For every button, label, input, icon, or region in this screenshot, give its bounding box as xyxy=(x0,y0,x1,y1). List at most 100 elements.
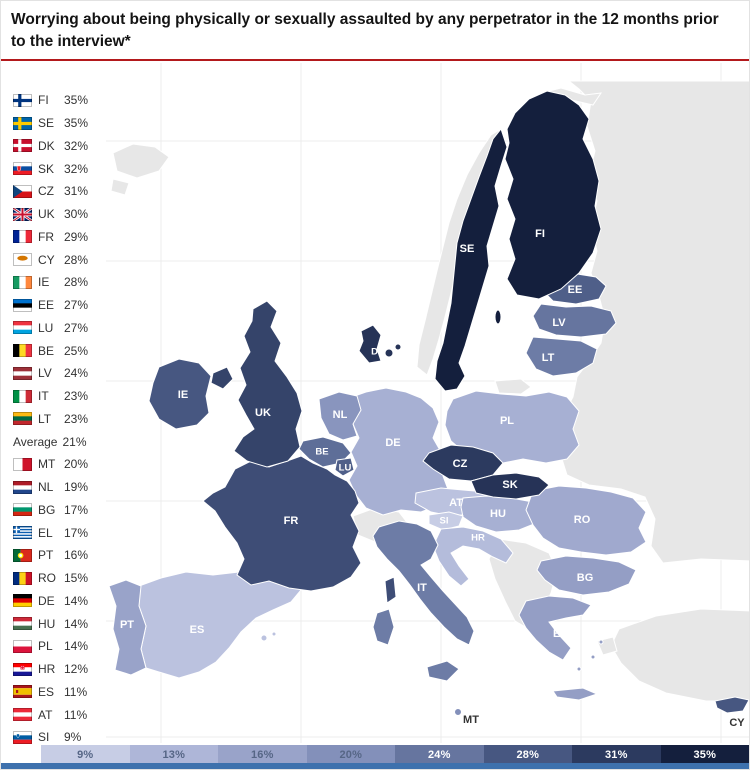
country-si[interactable] xyxy=(428,511,464,531)
country-dk-zealand[interactable] xyxy=(384,348,394,358)
country-el[interactable] xyxy=(518,595,592,661)
country-value-label: 17% xyxy=(64,525,89,540)
country-pl[interactable] xyxy=(444,390,580,464)
country-code-label: CY xyxy=(38,252,55,267)
map-label-lt: LT xyxy=(542,352,555,364)
country-se[interactable] xyxy=(434,127,508,392)
country-ranking-list: FI 35% SE 35% DK 32% SK 32% CZ 31% UK 30… xyxy=(12,89,123,749)
ranking-row: CY 28% xyxy=(13,248,123,271)
country-ie[interactable] xyxy=(148,358,212,430)
map-label-it: IT xyxy=(417,582,427,594)
ranking-row: CZ 31% xyxy=(13,180,123,203)
country-code-label: Average xyxy=(13,434,58,449)
flag-icon-lv xyxy=(13,366,32,381)
country-fi[interactable] xyxy=(504,90,602,300)
country-value-label: 23% xyxy=(64,411,89,426)
map-label-lv: LV xyxy=(552,317,566,329)
flag-icon-be xyxy=(13,344,33,358)
country-es-balearic-2[interactable] xyxy=(271,631,277,637)
country-it[interactable] xyxy=(372,520,475,646)
country-bg[interactable] xyxy=(536,555,637,596)
country-lv[interactable] xyxy=(532,303,617,338)
country-mt[interactable] xyxy=(454,708,462,716)
country-uk[interactable] xyxy=(233,300,303,468)
country-it-sicily[interactable] xyxy=(426,660,460,682)
country-se-gotland[interactable] xyxy=(494,309,502,325)
map-label-lu: LU xyxy=(339,463,352,474)
country-code-label: ES xyxy=(38,684,55,699)
flag-icon-pt xyxy=(13,548,32,562)
country-value-label: 24% xyxy=(64,366,89,381)
country-value-label: 14% xyxy=(64,616,89,631)
country-sk[interactable] xyxy=(470,472,550,500)
non-eu-landmass xyxy=(110,80,749,702)
country-value-label: 32% xyxy=(64,138,89,153)
map-label-at: AT xyxy=(449,497,463,509)
country-uk-northern-ireland[interactable] xyxy=(210,366,234,390)
ranking-row: MT 20% xyxy=(13,453,123,476)
country-value-label: 9% xyxy=(64,730,82,745)
legend-segment-9: 9% xyxy=(41,745,130,764)
country-dk-funen[interactable] xyxy=(394,343,402,351)
country-code-label: CZ xyxy=(38,184,54,199)
flag-icon-mt xyxy=(13,457,33,471)
flag-icon-at xyxy=(13,708,32,722)
country-value-label: 21% xyxy=(62,434,87,449)
ranking-row: EL 17% xyxy=(13,521,123,544)
country-el-island-1[interactable] xyxy=(598,639,604,645)
country-code-label: BE xyxy=(38,343,55,358)
country-fr-corsica[interactable] xyxy=(384,576,397,604)
country-es-balearic-1[interactable] xyxy=(260,634,268,642)
ranking-row: FR 29% xyxy=(13,226,123,249)
country-code-label: SE xyxy=(38,116,55,131)
map-label-ie: IE xyxy=(178,389,188,401)
flag-icon-bg xyxy=(13,503,32,517)
country-code-label: NL xyxy=(38,480,54,495)
country-lt[interactable] xyxy=(525,336,598,377)
eu-countries xyxy=(108,90,749,716)
country-pt[interactable] xyxy=(108,579,147,676)
country-value-label: 28% xyxy=(64,252,89,267)
country-value-label: 15% xyxy=(64,571,89,586)
flag-icon-cy xyxy=(13,253,32,267)
flag-icon-si xyxy=(13,730,32,745)
country-it-sardinia[interactable] xyxy=(372,608,395,646)
flag-icon-de xyxy=(13,594,32,608)
country-value-label: 30% xyxy=(64,207,89,222)
flag-icon-ie xyxy=(13,275,33,289)
country-ro[interactable] xyxy=(525,485,647,556)
country-lu[interactable] xyxy=(334,457,355,477)
flag-icon-ee xyxy=(13,298,32,312)
flag-icon-dk xyxy=(13,139,32,153)
map-label-cy: CY xyxy=(729,717,745,729)
country-value-label: 29% xyxy=(64,229,89,244)
ranking-row: DE 14% xyxy=(13,590,123,613)
ranking-row: IE 28% xyxy=(13,271,123,294)
flag-icon-it xyxy=(13,389,33,403)
ranking-row: PT 16% xyxy=(13,544,123,567)
country-nl[interactable] xyxy=(318,391,362,441)
country-es[interactable] xyxy=(138,571,302,679)
ranking-row: SK 32% xyxy=(13,157,123,180)
country-cy[interactable] xyxy=(714,696,749,714)
country-dk[interactable] xyxy=(358,324,382,364)
flag-icon-fi xyxy=(13,93,32,107)
country-code-label: RO xyxy=(38,571,56,586)
country-code-label: DE xyxy=(38,593,55,608)
flag-icon-uk xyxy=(12,206,33,222)
map-label-fr: FR xyxy=(284,515,299,527)
country-code-label: LV xyxy=(38,366,52,381)
country-code-label: HU xyxy=(38,616,56,631)
color-scale-legend: 9% 13% 16% 20% 24% 28% 31% 35% xyxy=(41,745,749,764)
country-value-label: 12% xyxy=(64,662,89,677)
flag-icon-sk xyxy=(13,162,32,176)
country-el-crete[interactable] xyxy=(552,687,599,701)
country-fr[interactable] xyxy=(202,455,362,592)
country-el-island-2[interactable] xyxy=(590,654,596,660)
legend-segment-31: 31% xyxy=(572,745,661,764)
flag-icon-cz xyxy=(13,184,32,198)
country-hr[interactable] xyxy=(432,526,514,587)
legend-segment-28: 28% xyxy=(483,745,572,764)
country-el-island-3[interactable] xyxy=(576,666,582,672)
